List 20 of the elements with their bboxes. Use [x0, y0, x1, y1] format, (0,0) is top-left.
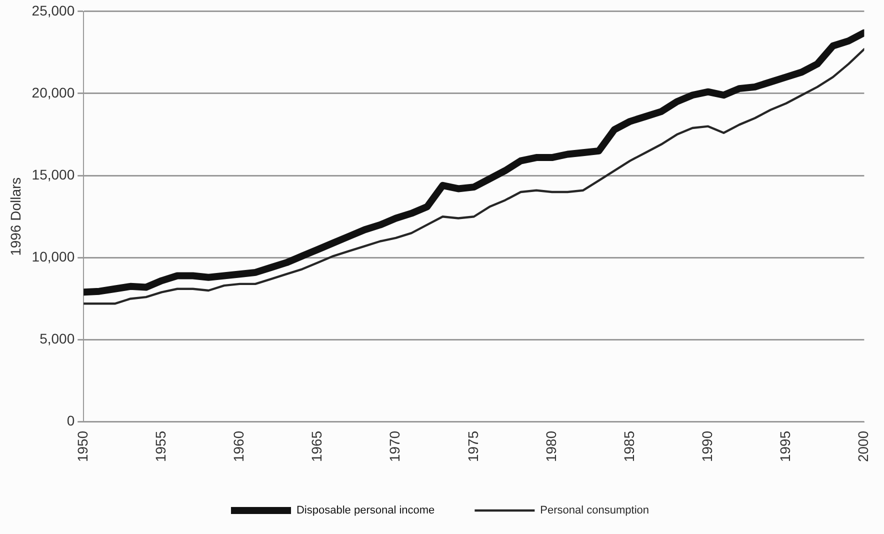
y-tick-label: 15,000 [32, 166, 75, 182]
x-tick-label: 1950 [74, 430, 90, 462]
x-tick-label: 1955 [152, 430, 169, 462]
x-tick-label: 2000 [855, 430, 872, 462]
text: Personal consumption [540, 504, 650, 517]
x-tick-label: 1990 [698, 430, 715, 462]
y-tick-label: 10,000 [32, 248, 75, 265]
y-tick-label: 0 [66, 412, 75, 429]
x-tick-label: 1995 [777, 430, 793, 462]
text: Disposable personal income [296, 504, 435, 517]
x-tick-label: 1980 [542, 430, 559, 462]
y-tick-label: 25,000 [32, 2, 75, 18]
x-tick-label: 1960 [230, 430, 247, 462]
x-tick-label: 1970 [386, 430, 403, 462]
y-tick-label: 5,000 [40, 330, 75, 347]
y-axis-title: 1996 Dollars [7, 177, 24, 256]
x-tick-label: 1975 [464, 430, 481, 462]
y-tick-label: 20,000 [32, 84, 75, 100]
x-tick-label: 1985 [620, 430, 637, 462]
x-tick-label: 1965 [308, 430, 325, 462]
